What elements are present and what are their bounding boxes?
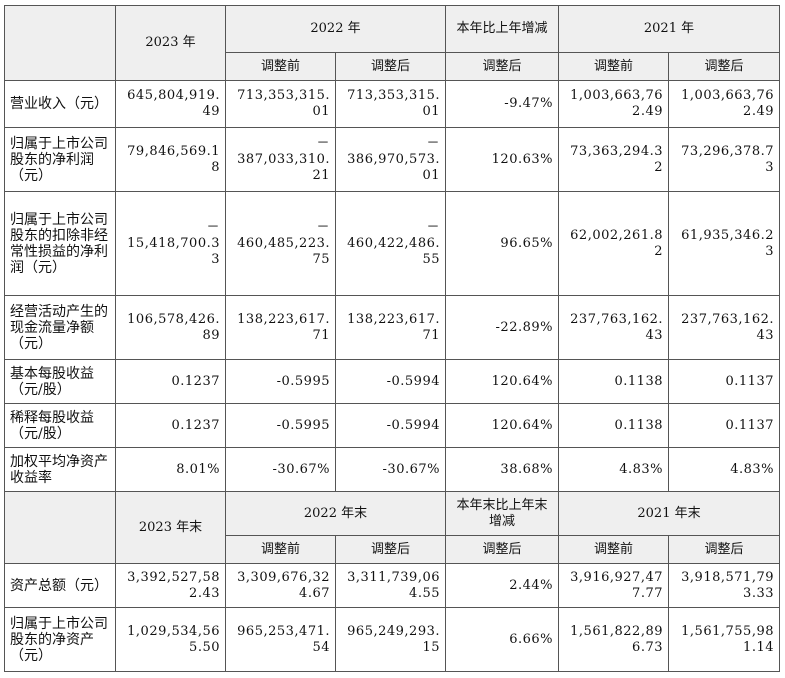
value-2021-after: 61,935,346.2 3 bbox=[668, 191, 780, 296]
table-row: 归属于上市公司股东的扣除非经常性损益的净利润（元） － 15,418,700.3… bbox=[4, 191, 780, 296]
value-2022-after: 3,311,739,06 4.55 bbox=[335, 563, 446, 608]
value-2023: 0.1237 bbox=[115, 403, 226, 448]
header-change-after: 调整后 bbox=[445, 52, 559, 81]
value-2022-before: 965,253,471. 54 bbox=[225, 607, 336, 672]
header-2021-end: 2021 年末 bbox=[558, 491, 780, 536]
header-row-1: 2023 年 2022 年 本年比上年增减 2021 年 bbox=[4, 5, 780, 81]
value-2021-before: 73,363,294.3 2 bbox=[558, 127, 669, 192]
row-label: 基本每股收益（元/股） bbox=[4, 359, 116, 404]
table-row: 归属于上市公司股东的净资产（元） 1,029,534,56 5.50 965,2… bbox=[4, 607, 780, 672]
value-2021-after: 237,763,162. 43 bbox=[668, 295, 780, 360]
value-2021-before: 0.1138 bbox=[558, 359, 669, 404]
value-change: -22.89% bbox=[445, 295, 559, 360]
value-2022-after: -0.5994 bbox=[335, 403, 446, 448]
value-2022-after: -0.5994 bbox=[335, 359, 446, 404]
value-2021-before: 62,002,261.8 2 bbox=[558, 191, 669, 296]
table-row: 加权平均净资产收益率 8.01% -30.67% -30.67% 38.68% … bbox=[4, 447, 780, 492]
table-row: 资产总额（元） 3,392,527,58 2.43 3,309,676,32 4… bbox=[4, 563, 780, 608]
value-2022-before: 713,353,315. 01 bbox=[225, 80, 336, 128]
header-corner bbox=[4, 5, 116, 81]
value-2022-before: 138,223,617. 71 bbox=[225, 295, 336, 360]
value-2023: 8.01% bbox=[115, 447, 226, 492]
header-row-2-sub: 调整前 调整后 调整后 调整前 调整后 bbox=[5, 535, 780, 564]
header-2022-end: 2022 年末 bbox=[225, 491, 446, 536]
value-change: 2.44% bbox=[445, 563, 559, 608]
value-2022-after: 965,249,293. 15 bbox=[335, 607, 446, 672]
value-2022-before: -0.5995 bbox=[225, 403, 336, 448]
value-change: -9.47% bbox=[445, 80, 559, 128]
table-row: 经营活动产生的现金流量净额（元） 106,578,426. 89 138,223… bbox=[4, 295, 780, 360]
value-2023: 79,846,569.1 8 bbox=[115, 127, 226, 192]
header-2023-end: 2023 年末 bbox=[115, 491, 226, 564]
value-2022-before: -30.67% bbox=[225, 447, 336, 492]
row-label: 加权平均净资产收益率 bbox=[4, 447, 116, 492]
table-row: 营业收入（元） 645,804,919. 49 713,353,315. 01 … bbox=[4, 80, 780, 128]
value-2022-after: 713,353,315. 01 bbox=[335, 80, 446, 128]
row-label: 经营活动产生的现金流量净额（元） bbox=[4, 295, 116, 360]
header-row-1-sub: 调整前 调整后 调整后 调整前 调整后 bbox=[5, 52, 780, 81]
value-2023: 0.1237 bbox=[115, 359, 226, 404]
value-2023: 645,804,919. 49 bbox=[115, 80, 226, 128]
header-2022: 2022 年 bbox=[225, 5, 446, 53]
value-2021-before: 0.1138 bbox=[558, 403, 669, 448]
header-2022-end-after: 调整后 bbox=[335, 535, 446, 564]
value-change: 96.65% bbox=[445, 191, 559, 296]
header-2021-after: 调整后 bbox=[668, 52, 780, 81]
header-2021: 2021 年 bbox=[558, 5, 780, 53]
value-2023: 3,392,527,58 2.43 bbox=[115, 563, 226, 608]
value-2022-before: 3,309,676,32 4.67 bbox=[225, 563, 336, 608]
header-change: 本年比上年增减 bbox=[445, 5, 559, 53]
value-2022-after: 138,223,617. 71 bbox=[335, 295, 446, 360]
value-2021-before: 1,561,822,89 6.73 bbox=[558, 607, 669, 672]
value-change: 120.64% bbox=[445, 359, 559, 404]
value-2021-after: 0.1137 bbox=[668, 403, 780, 448]
header-change-end: 本年末比上年末增减 bbox=[445, 491, 559, 536]
value-2021-before: 1,003,663,76 2.49 bbox=[558, 80, 669, 128]
table-row: 基本每股收益（元/股） 0.1237 -0.5995 -0.5994 120.6… bbox=[4, 359, 780, 404]
row-label: 稀释每股收益（元/股） bbox=[4, 403, 116, 448]
value-2021-before: 4.83% bbox=[558, 447, 669, 492]
value-2022-after: -30.67% bbox=[335, 447, 446, 492]
value-2023: 1,029,534,56 5.50 bbox=[115, 607, 226, 672]
value-2022-before: － 387,033,310. 21 bbox=[225, 127, 336, 192]
value-2021-after: 73,296,378.7 3 bbox=[668, 127, 780, 192]
value-2021-after: 0.1137 bbox=[668, 359, 780, 404]
header-2021-before: 调整前 bbox=[558, 52, 669, 81]
header-2021-end-after: 调整后 bbox=[668, 535, 780, 564]
value-2021-after: 1,561,755,98 1.14 bbox=[668, 607, 780, 672]
row-label: 归属于上市公司股东的净资产（元） bbox=[4, 607, 116, 672]
header-2022-before: 调整前 bbox=[225, 52, 336, 81]
financial-indicators-table: 2023 年 2022 年 本年比上年增减 2021 年 调整前 调整后 调整后… bbox=[4, 5, 780, 672]
row-label: 营业收入（元） bbox=[4, 80, 116, 128]
row-label: 资产总额（元） bbox=[4, 563, 116, 608]
header-2023: 2023 年 bbox=[115, 5, 226, 81]
table-row: 稀释每股收益（元/股） 0.1237 -0.5995 -0.5994 120.6… bbox=[4, 403, 780, 448]
value-2023: － 15,418,700.3 3 bbox=[115, 191, 226, 296]
value-2022-before: -0.5995 bbox=[225, 359, 336, 404]
value-2021-before: 237,763,162. 43 bbox=[558, 295, 669, 360]
header-2022-end-before: 调整前 bbox=[225, 535, 336, 564]
row-label: 归属于上市公司股东的净利润（元） bbox=[4, 127, 116, 192]
value-change: 38.68% bbox=[445, 447, 559, 492]
value-2021-after: 3,918,571,79 3.33 bbox=[668, 563, 780, 608]
value-2022-after: － 460,422,486. 55 bbox=[335, 191, 446, 296]
value-2022-before: － 460,485,223. 75 bbox=[225, 191, 336, 296]
header-2022-after: 调整后 bbox=[335, 52, 446, 81]
header-2021-end-before: 调整前 bbox=[558, 535, 669, 564]
value-2021-after: 1,003,663,76 2.49 bbox=[668, 80, 780, 128]
header-change-end-after: 调整后 bbox=[445, 535, 559, 564]
value-2023: 106,578,426. 89 bbox=[115, 295, 226, 360]
value-change: 120.64% bbox=[445, 403, 559, 448]
row-label: 归属于上市公司股东的扣除非经常性损益的净利润（元） bbox=[4, 191, 116, 296]
header-corner-2 bbox=[4, 491, 116, 564]
header-row-2: 2023 年末 2022 年末 本年末比上年末增减 2021 年末 bbox=[4, 491, 780, 564]
value-2021-before: 3,916,927,47 7.77 bbox=[558, 563, 669, 608]
table-row: 归属于上市公司股东的净利润（元） 79,846,569.1 8 － 387,03… bbox=[4, 127, 780, 192]
value-2021-after: 4.83% bbox=[668, 447, 780, 492]
value-change: 6.66% bbox=[445, 607, 559, 672]
value-2022-after: － 386,970,573. 01 bbox=[335, 127, 446, 192]
value-change: 120.63% bbox=[445, 127, 559, 192]
